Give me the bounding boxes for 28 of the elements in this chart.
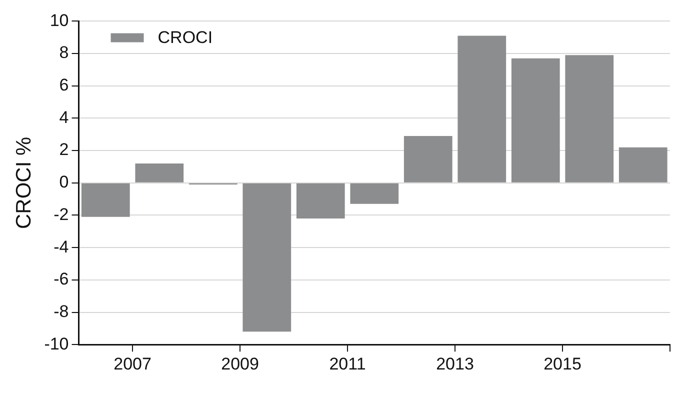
bar: [135, 163, 184, 182]
bar: [618, 147, 668, 182]
y-tick-label: -10: [44, 334, 69, 354]
x-tick-label: 2015: [544, 354, 582, 374]
bar: [565, 55, 614, 182]
legend-label: CROCI: [158, 28, 213, 47]
bar: [242, 183, 292, 332]
y-tick-label: 10: [50, 10, 69, 30]
bar: [296, 183, 345, 218]
x-tick-label: 2011: [329, 354, 366, 374]
x-tick-label: 2013: [436, 354, 474, 374]
y-tick-label: 2: [59, 140, 69, 160]
x-tick-label: 2009: [221, 354, 259, 374]
y-tick-label: 6: [59, 76, 69, 95]
y-tick-label: 4: [59, 108, 69, 127]
x-tick-label: 2007: [114, 354, 152, 374]
y-tick-label: -8: [54, 302, 69, 321]
y-axis-title: CROCI %: [12, 136, 36, 229]
y-tick-label: -4: [54, 237, 69, 256]
y-tick-label: -6: [54, 270, 69, 289]
bar: [81, 183, 130, 217]
y-tick-label: -2: [54, 204, 69, 224]
bar: [511, 58, 560, 182]
bar: [350, 183, 399, 204]
bar: [404, 136, 452, 182]
y-tick-label: 8: [59, 43, 69, 62]
bar: [458, 36, 506, 182]
y-tick-label: 0: [59, 172, 69, 192]
